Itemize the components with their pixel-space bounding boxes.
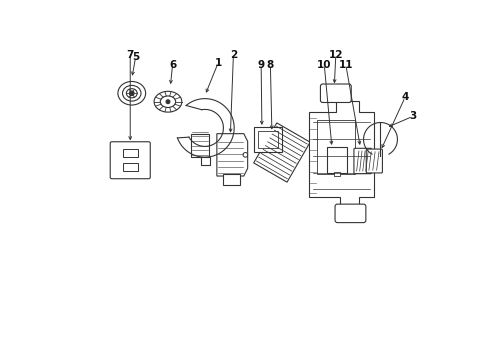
Ellipse shape bbox=[160, 96, 175, 108]
Text: 12: 12 bbox=[329, 50, 343, 60]
Bar bbox=[317, 120, 355, 174]
Polygon shape bbox=[254, 123, 310, 182]
Bar bbox=[201, 157, 210, 165]
Text: 8: 8 bbox=[267, 60, 274, 70]
Ellipse shape bbox=[118, 81, 146, 105]
FancyBboxPatch shape bbox=[366, 149, 382, 173]
Polygon shape bbox=[191, 134, 209, 157]
Text: 3: 3 bbox=[409, 111, 416, 121]
Bar bbox=[222, 175, 240, 185]
Circle shape bbox=[129, 91, 134, 95]
Text: 6: 6 bbox=[169, 60, 176, 70]
FancyBboxPatch shape bbox=[320, 84, 351, 103]
Text: 2: 2 bbox=[230, 50, 237, 60]
Bar bbox=[122, 163, 138, 171]
Bar bbox=[258, 131, 278, 148]
Ellipse shape bbox=[126, 89, 137, 98]
Bar bbox=[122, 149, 138, 157]
FancyBboxPatch shape bbox=[354, 148, 371, 174]
Bar bbox=[334, 172, 340, 176]
FancyBboxPatch shape bbox=[335, 204, 366, 222]
Bar bbox=[254, 127, 282, 152]
Text: 11: 11 bbox=[339, 60, 353, 70]
Circle shape bbox=[166, 100, 170, 104]
Text: 1: 1 bbox=[215, 58, 221, 68]
FancyBboxPatch shape bbox=[110, 142, 150, 179]
Ellipse shape bbox=[122, 85, 141, 101]
Text: 9: 9 bbox=[258, 60, 265, 70]
Polygon shape bbox=[309, 101, 374, 209]
Ellipse shape bbox=[154, 91, 182, 112]
Text: 10: 10 bbox=[317, 60, 332, 70]
Circle shape bbox=[243, 153, 247, 157]
Text: 5: 5 bbox=[132, 52, 139, 62]
Text: 7: 7 bbox=[126, 50, 134, 60]
Bar bbox=[327, 147, 346, 173]
Polygon shape bbox=[217, 134, 247, 176]
Text: 4: 4 bbox=[401, 92, 409, 102]
